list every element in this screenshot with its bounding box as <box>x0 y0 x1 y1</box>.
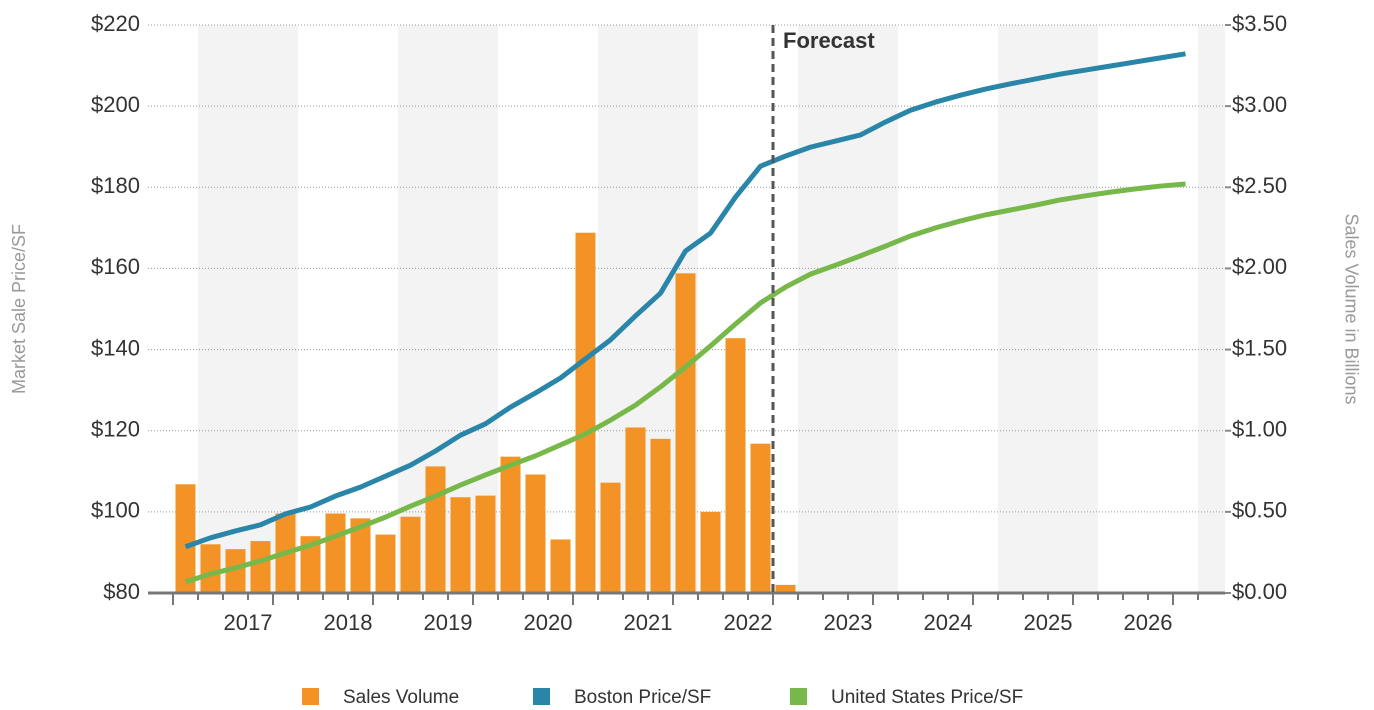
y2-tick-label: $2.00 <box>1232 254 1287 279</box>
bar <box>425 466 446 593</box>
bar <box>700 511 721 593</box>
x-tick-label: 2020 <box>524 610 573 635</box>
legend-swatch <box>790 688 807 705</box>
x-tick-label: 2021 <box>624 610 673 635</box>
y2-tick-label: $0.50 <box>1232 498 1287 523</box>
bar <box>475 495 496 593</box>
legend-label: United States Price/SF <box>831 687 1023 708</box>
bar <box>175 484 196 593</box>
year-band <box>798 25 898 593</box>
bar <box>775 584 796 593</box>
forecast-label: Forecast <box>783 28 875 53</box>
legend-label: Boston Price/SF <box>574 687 711 708</box>
x-tick-label: 2024 <box>924 610 973 635</box>
bar <box>575 232 596 593</box>
y-tick-label: $120 <box>91 417 140 442</box>
year-band <box>998 25 1098 593</box>
y-tick-label: $100 <box>91 498 140 523</box>
x-tick-label: 2023 <box>824 610 873 635</box>
x-tick-label: 2022 <box>724 610 773 635</box>
legend-swatch <box>533 688 550 705</box>
y-axis-title: Market Sale Price/SF <box>9 224 29 394</box>
legend-label: Sales Volume <box>343 687 459 708</box>
x-tick-label: 2017 <box>224 610 273 635</box>
series-group <box>175 232 796 593</box>
x-tick-label: 2018 <box>324 610 373 635</box>
y-tick-label: $160 <box>91 254 140 279</box>
y-tick-label: $180 <box>91 173 140 198</box>
bar <box>500 456 521 593</box>
bar <box>625 427 646 593</box>
y-tick-label: $140 <box>91 335 140 360</box>
x-tick-label: 2019 <box>424 610 473 635</box>
y2-tick-label: $0.00 <box>1232 579 1287 604</box>
bar <box>525 474 546 593</box>
legend-swatch <box>302 688 319 705</box>
line <box>184 181 1186 585</box>
y-tick-label: $80 <box>103 579 140 604</box>
bar <box>650 438 671 593</box>
bar <box>400 516 421 593</box>
bar <box>250 541 271 593</box>
year-band <box>1198 25 1225 593</box>
y2-tick-label: $1.00 <box>1232 417 1287 442</box>
x-tick-label: 2026 <box>1124 610 1173 635</box>
bar <box>350 518 371 593</box>
bar <box>725 338 746 593</box>
bar <box>450 497 471 593</box>
x-tick-label: 2025 <box>1024 610 1073 635</box>
y2-tick-label: $3.50 <box>1232 11 1287 36</box>
bar <box>325 513 346 593</box>
bar <box>300 536 321 593</box>
bar <box>375 534 396 593</box>
year-band <box>198 25 298 593</box>
y-tick-label: $220 <box>91 11 140 36</box>
y2-axis-title: Sales Volume in Billions <box>1341 213 1361 404</box>
bar <box>675 273 696 593</box>
bar <box>750 443 771 593</box>
y2-tick-label: $2.50 <box>1232 173 1287 198</box>
line <box>184 51 1186 550</box>
y-tick-label: $200 <box>91 92 140 117</box>
bar <box>200 544 221 593</box>
bar <box>600 482 621 593</box>
bar <box>225 549 246 593</box>
y2-tick-label: $3.00 <box>1232 92 1287 117</box>
y2-tick-label: $1.50 <box>1232 335 1287 360</box>
bar <box>550 539 571 593</box>
